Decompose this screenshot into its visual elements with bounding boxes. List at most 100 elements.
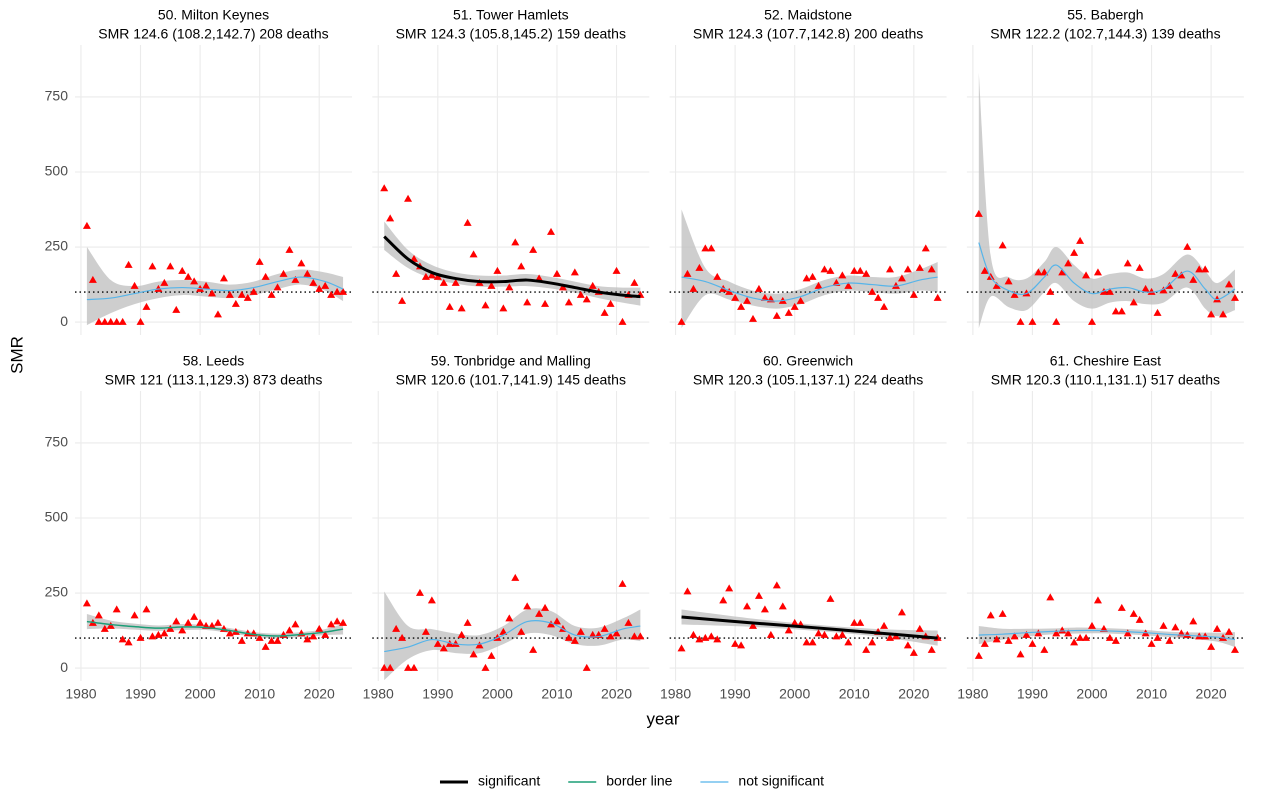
panel: 52. Maidstone SMR 124.3 (107.7,142.8) 200… xyxy=(669,7,947,335)
data-point xyxy=(856,266,865,274)
data-point xyxy=(707,632,716,640)
confidence-band xyxy=(978,626,1235,648)
data-point xyxy=(213,618,222,626)
y-tick-label: 0 xyxy=(60,313,68,329)
data-point xyxy=(564,298,573,306)
legend-label: significant xyxy=(478,773,540,789)
data-point xyxy=(202,281,211,289)
smooth-line xyxy=(383,235,641,299)
data-point xyxy=(1123,629,1132,637)
data-point xyxy=(505,614,514,622)
data-point xyxy=(106,621,115,629)
data-point xyxy=(748,621,757,629)
data-point xyxy=(1028,639,1037,647)
panel: 51. Tower Hamlets SMR 124.3 (105.8,145.2)… xyxy=(372,7,650,335)
panel: 61. Cheshire East SMR 120.3 (110.1,131.1)… xyxy=(957,353,1244,702)
data-point xyxy=(689,284,698,292)
data-point xyxy=(1010,290,1019,298)
data-point xyxy=(796,296,805,304)
data-point xyxy=(404,663,413,671)
data-point xyxy=(897,608,906,616)
panel: 55. Babergh SMR 122.2 (102.7,144.3) 139 d… xyxy=(966,7,1244,335)
data-point xyxy=(303,635,312,643)
panel-subtitle: SMR 120.6 (101.7,141.9) 145 deaths xyxy=(396,372,626,388)
data-point xyxy=(499,304,508,312)
data-point xyxy=(392,624,401,632)
data-point xyxy=(118,635,127,643)
data-point xyxy=(249,287,258,295)
data-point xyxy=(309,632,318,640)
data-point xyxy=(576,290,585,298)
y-tick-label: 500 xyxy=(45,509,69,525)
data-point xyxy=(683,587,692,595)
data-point xyxy=(285,245,294,253)
data-point xyxy=(380,184,389,192)
data-point xyxy=(1183,242,1192,250)
confidence-band xyxy=(86,614,344,639)
data-point xyxy=(754,591,763,599)
data-point xyxy=(166,262,175,270)
data-point xyxy=(743,602,752,610)
data-point xyxy=(285,626,294,634)
confidence-band xyxy=(86,247,344,326)
x-tick-label: 2020 xyxy=(1196,686,1227,702)
data-point xyxy=(1034,629,1043,637)
data-point xyxy=(130,611,139,619)
data-point xyxy=(291,275,300,283)
data-point xyxy=(541,299,550,307)
confidence-band xyxy=(384,591,641,681)
data-point xyxy=(701,244,710,252)
panel-title: 51. Tower Hamlets xyxy=(453,7,569,23)
data-point xyxy=(386,663,395,671)
data-point xyxy=(880,621,889,629)
legend: significant border line not significant xyxy=(439,773,824,789)
x-tick-label: 2020 xyxy=(304,686,335,702)
y-tick-label: 750 xyxy=(45,88,69,104)
data-point xyxy=(511,238,520,246)
data-point xyxy=(1087,317,1096,325)
data-point xyxy=(600,308,609,316)
panel-title: 59. Tonbridge and Malling xyxy=(431,353,591,369)
data-point xyxy=(743,296,752,304)
data-point xyxy=(1076,236,1085,244)
data-point xyxy=(386,214,395,222)
data-point xyxy=(178,266,187,274)
data-point xyxy=(339,287,348,295)
data-point xyxy=(184,618,193,626)
data-point xyxy=(333,287,342,295)
smooth-line xyxy=(384,619,641,653)
data-point xyxy=(529,245,538,253)
data-point xyxy=(178,626,187,634)
data-point xyxy=(190,612,199,620)
panel-subtitle: SMR 120.3 (110.1,131.1) 517 deaths xyxy=(991,372,1220,388)
data-point xyxy=(1195,265,1204,273)
data-point xyxy=(1207,642,1216,650)
data-point xyxy=(891,281,900,289)
data-point xyxy=(1082,271,1091,279)
panel-title: 52. Maidstone xyxy=(764,7,852,23)
data-point xyxy=(927,265,936,273)
data-point xyxy=(208,621,217,629)
data-point xyxy=(992,635,1001,643)
data-point xyxy=(291,620,300,628)
panel-subtitle: SMR 121 (113.1,129.3) 873 deaths xyxy=(105,372,323,388)
data-point xyxy=(82,599,91,607)
data-point xyxy=(802,638,811,646)
data-point xyxy=(398,633,407,641)
data-point xyxy=(421,272,430,280)
data-point xyxy=(1159,621,1168,629)
data-point xyxy=(1230,645,1239,653)
data-point xyxy=(196,618,205,626)
data-point xyxy=(1201,265,1210,273)
data-point xyxy=(1105,633,1114,641)
data-point xyxy=(1046,593,1055,601)
data-point xyxy=(142,302,151,310)
data-point xyxy=(618,579,627,587)
panel-subtitle: SMR 124.6 (108.2,142.7) 208 deaths xyxy=(98,26,328,42)
data-point xyxy=(552,617,561,625)
data-point xyxy=(279,269,288,277)
data-point xyxy=(725,287,734,295)
data-point xyxy=(1064,259,1073,267)
data-point xyxy=(1070,248,1079,256)
data-point xyxy=(998,609,1007,617)
